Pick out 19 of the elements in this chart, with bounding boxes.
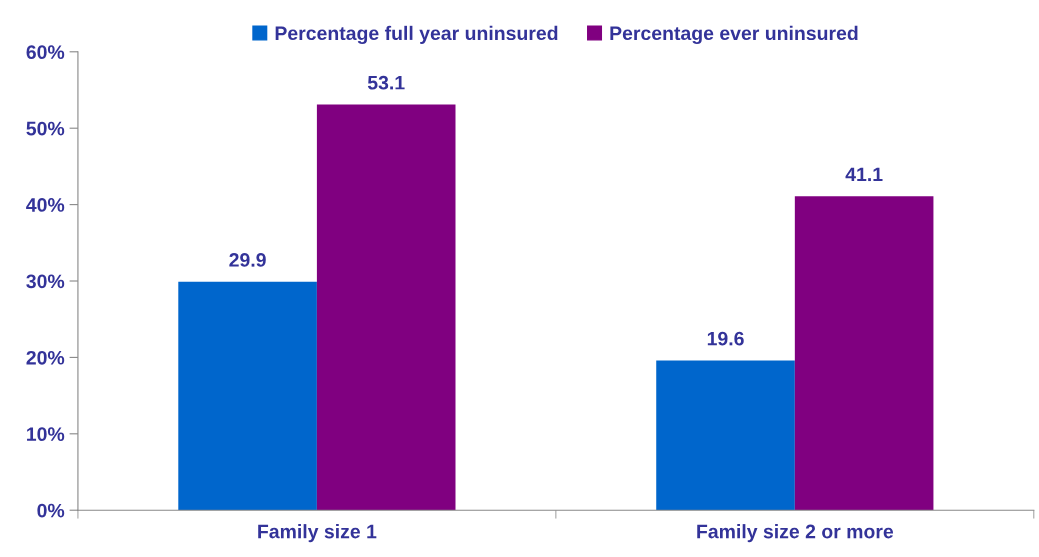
data-label: 19.6 [707,331,744,346]
bar [316,104,456,511]
y-tick-label: 0% [37,503,65,518]
y-tick-label: 30% [26,274,65,289]
x-tick-label: Family size 1 [258,524,377,543]
y-tick-label: 10% [27,427,65,442]
legend-label: Percentage ever uninsured [610,25,858,45]
bar [656,360,795,511]
y-tick-label: 60% [26,45,65,60]
legend-label: Percentage full year uninsured [275,25,558,45]
data-label: 53.1 [367,75,405,90]
y-tick-label: 40% [26,198,65,212]
bar [794,196,934,511]
y-tick-label: 20% [26,350,65,365]
x-tick-label: Family size 2 or more [697,524,894,543]
data-label: 29.9 [229,253,266,267]
y-tick-label: 50% [26,121,65,136]
bar [178,281,317,511]
data-label: 41.1 [845,167,883,182]
